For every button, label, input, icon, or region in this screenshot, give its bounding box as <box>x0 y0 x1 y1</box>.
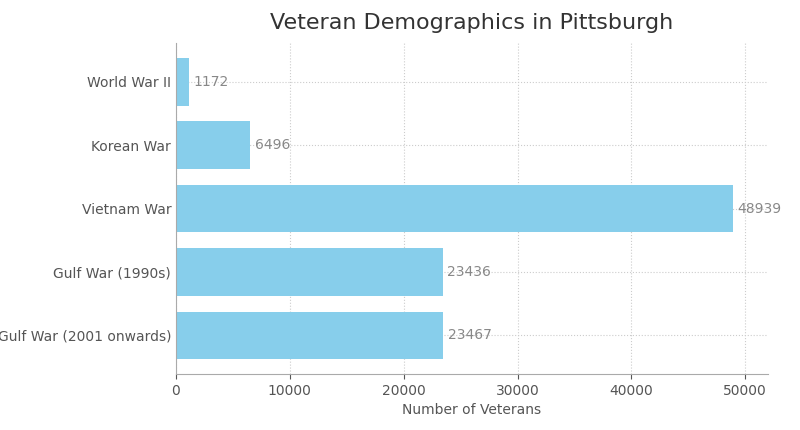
Bar <box>176 311 443 359</box>
Text: 23467: 23467 <box>448 328 491 342</box>
Bar <box>176 185 733 232</box>
Text: 6496: 6496 <box>254 138 290 152</box>
Bar <box>176 248 443 296</box>
Text: 48939: 48939 <box>738 202 782 215</box>
Title: Veteran Demographics in Pittsburgh: Veteran Demographics in Pittsburgh <box>270 13 674 33</box>
Bar <box>176 121 250 169</box>
Bar <box>176 58 190 106</box>
X-axis label: Number of Veterans: Number of Veterans <box>402 403 542 418</box>
Text: 23436: 23436 <box>447 265 491 279</box>
Text: 1172: 1172 <box>194 75 229 89</box>
